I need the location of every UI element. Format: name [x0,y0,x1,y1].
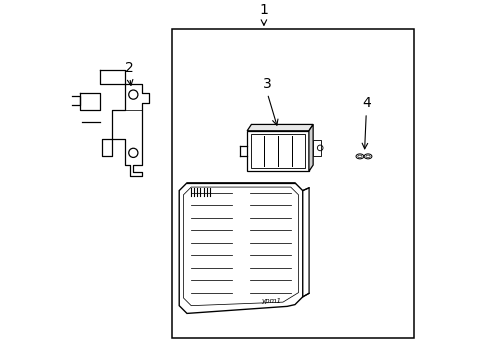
Ellipse shape [365,155,369,158]
Bar [172,29,413,338]
Polygon shape [246,125,312,131]
Ellipse shape [357,155,361,158]
Ellipse shape [355,154,363,159]
PathPatch shape [179,183,302,314]
Bar [312,140,320,156]
Bar [246,131,308,171]
Text: 4: 4 [361,96,370,111]
Ellipse shape [364,154,371,159]
Polygon shape [308,125,312,171]
Text: ypm1: ypm1 [261,298,281,304]
Bar [250,134,305,168]
Text: 2: 2 [125,61,134,75]
Text: 3: 3 [263,77,271,91]
Text: 1: 1 [259,3,268,17]
